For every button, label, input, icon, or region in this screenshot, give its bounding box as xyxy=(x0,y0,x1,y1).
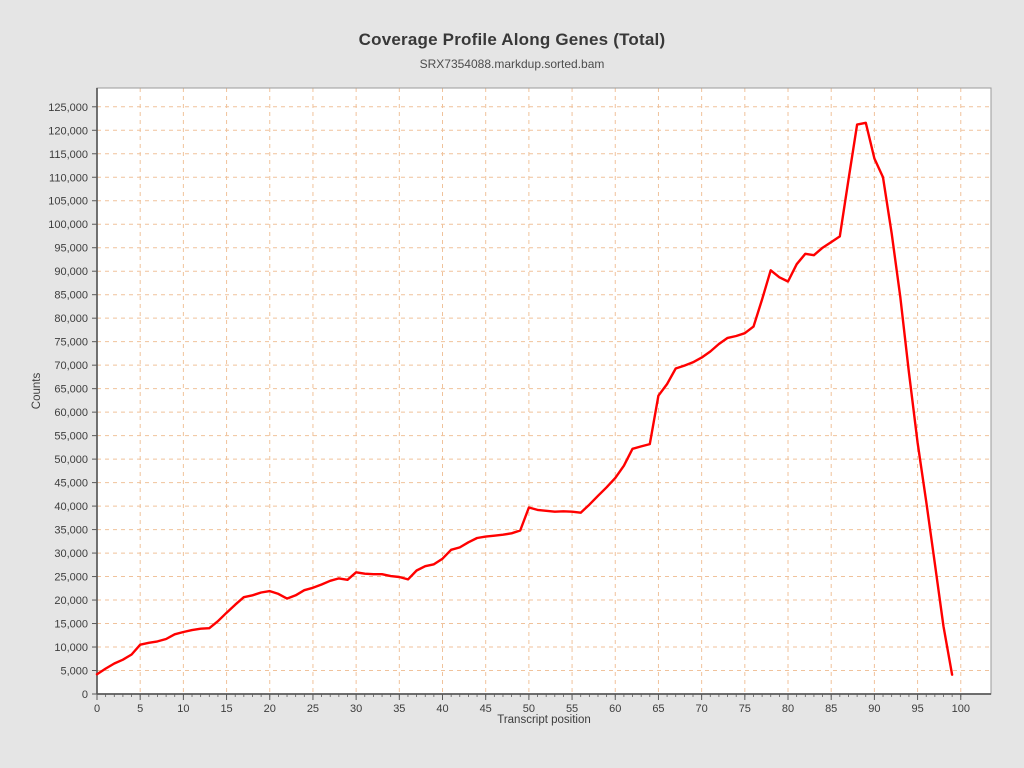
x-tick-label: 50 xyxy=(523,703,535,715)
y-axis-label: Counts xyxy=(31,372,43,410)
y-tick-label: 110,000 xyxy=(49,172,88,184)
y-tick-label: 70,000 xyxy=(54,360,88,372)
x-tick-label: 5 xyxy=(137,703,143,715)
y-tick-label: 5,000 xyxy=(60,666,88,678)
x-tick-label: 70 xyxy=(696,703,708,715)
x-tick-label: 90 xyxy=(868,703,880,715)
y-tick-label: 85,000 xyxy=(54,290,88,302)
x-tick-label: 35 xyxy=(393,703,405,715)
x-tick-label: 10 xyxy=(177,703,189,715)
y-tick-label: 105,000 xyxy=(48,196,88,208)
y-tick-label: 60,000 xyxy=(54,407,88,419)
y-tick-label: 50,000 xyxy=(54,454,88,466)
y-tick-label: 35,000 xyxy=(54,525,88,537)
x-tick-label: 45 xyxy=(480,703,492,715)
y-tick-label: 10,000 xyxy=(54,642,88,654)
x-tick-label: 20 xyxy=(264,703,276,715)
y-tick-label: 30,000 xyxy=(54,548,88,560)
y-tick-label: 25,000 xyxy=(54,572,88,584)
x-tick-label: 30 xyxy=(350,703,362,715)
y-tick-label: 0 xyxy=(82,689,88,701)
y-tick-label: 90,000 xyxy=(54,266,88,278)
x-tick-label: 60 xyxy=(609,703,621,715)
y-tick-label: 40,000 xyxy=(54,501,88,513)
y-tick-label: 125,000 xyxy=(48,102,88,114)
y-tick-label: 95,000 xyxy=(54,243,88,255)
x-tick-label: 95 xyxy=(911,703,923,715)
y-tick-label: 20,000 xyxy=(54,595,88,607)
y-tick-label: 65,000 xyxy=(54,384,88,396)
plot-area xyxy=(97,88,991,694)
y-tick-label: 120,000 xyxy=(48,125,88,137)
x-tick-label: 25 xyxy=(307,703,319,715)
x-tick-label: 75 xyxy=(739,703,751,715)
coverage-line xyxy=(95,121,954,676)
y-tick-label: 75,000 xyxy=(54,337,88,349)
x-tick-label: 55 xyxy=(566,703,578,715)
x-tick-label: 80 xyxy=(782,703,794,715)
chart-subtitle: SRX7354088.markdup.sorted.bam xyxy=(419,57,605,71)
x-tick-label: 15 xyxy=(220,703,232,715)
y-tick-label: 115,000 xyxy=(49,149,88,161)
x-tick-label: 40 xyxy=(436,703,448,715)
chart-title: Coverage Profile Along Genes (Total) xyxy=(358,30,666,49)
x-axis-label: Transcript position xyxy=(497,714,591,726)
y-tick-label: 45,000 xyxy=(54,478,88,490)
y-tick-label: 80,000 xyxy=(54,313,88,325)
y-tick-label: 15,000 xyxy=(54,619,88,631)
x-tick-label: 65 xyxy=(652,703,664,715)
x-tick-label: 0 xyxy=(94,703,100,715)
y-tick-label: 100,000 xyxy=(48,219,88,231)
x-tick-label: 85 xyxy=(825,703,837,715)
y-tick-label: 55,000 xyxy=(54,431,88,443)
x-tick-label: 100 xyxy=(952,703,970,715)
